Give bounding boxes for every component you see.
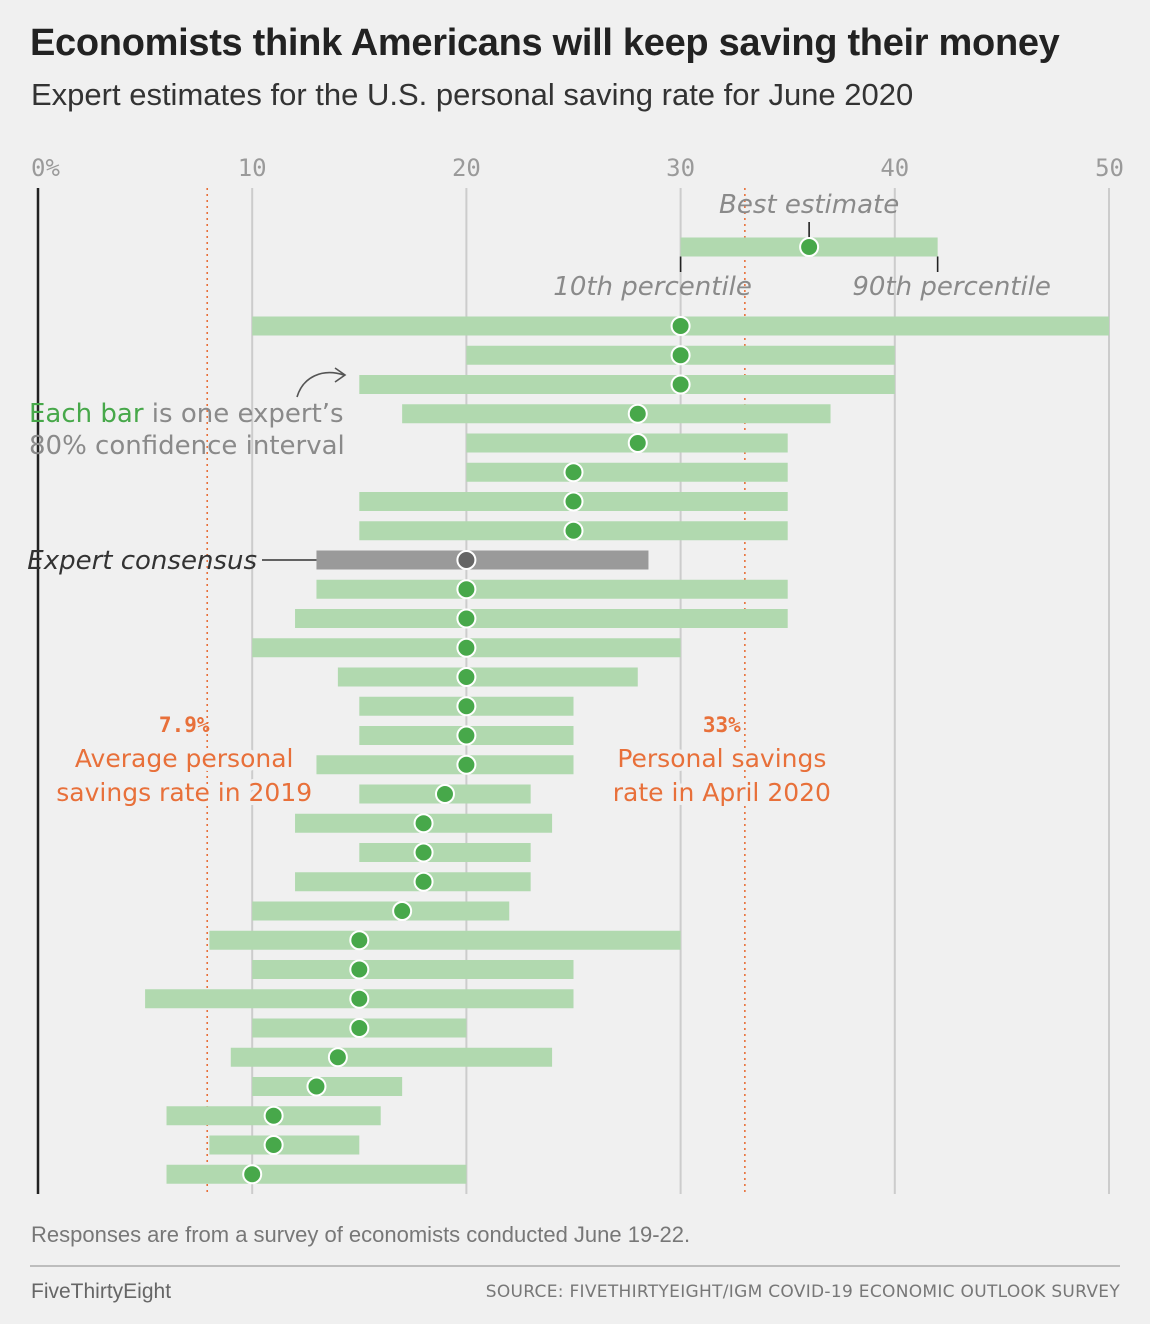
gridlines — [36, 188, 1110, 1194]
expert-best-estimate-dot — [456, 608, 477, 629]
expert-best-estimate-dot — [349, 988, 370, 1009]
expert-interval-bar — [209, 930, 681, 950]
expert-best-estimate-dot — [563, 520, 584, 541]
expert-interval-bar — [252, 960, 574, 979]
footer-divider — [30, 1265, 1120, 1267]
chart-title: Economists think Americans will keep sav… — [30, 22, 1060, 64]
expert-best-estimate-dot — [392, 901, 413, 921]
consensus-interval-bar — [316, 550, 649, 570]
expert-interval-bar — [466, 462, 788, 482]
expert-interval-bar — [230, 1047, 553, 1067]
source-label: SOURCE: FIVETHIRTYEIGHT/IGM COVID-19 ECO… — [485, 1282, 1120, 1302]
expert-best-estimate-dot — [670, 374, 691, 395]
expert-interval-bar — [359, 375, 895, 394]
x-tick-label: 0% — [31, 154, 60, 182]
expert-best-estimate-dot — [456, 754, 477, 775]
consensus-best-estimate-dot — [456, 550, 477, 570]
expert-best-estimate-dot — [434, 784, 455, 804]
reference-value: 33% — [703, 713, 741, 737]
expert-best-estimate-dot — [456, 637, 477, 658]
reference-label: savings rate in 2019 — [56, 778, 312, 807]
bar-note-line1: Each bar is one expert’s — [29, 399, 344, 429]
expert-interval-bar — [316, 755, 574, 775]
expert-interval-bar — [209, 1135, 360, 1155]
expert-best-estimate-dot — [456, 667, 477, 687]
expert-best-estimate-dot — [263, 1105, 284, 1126]
bar-note-rest: is one expert’s — [144, 399, 344, 429]
x-tick-label: 30 — [666, 154, 695, 182]
bar-note-line2: 80% confidence interval — [29, 431, 345, 461]
expert-best-estimate-dot — [306, 1076, 327, 1097]
expert-best-estimate-dot — [456, 579, 477, 600]
consensus-label: Expert consensus — [27, 546, 257, 576]
expert-best-estimate-dot — [349, 959, 370, 980]
expert-best-estimate-dot — [327, 1047, 348, 1068]
expert-interval-bar — [295, 609, 788, 628]
survey-note: Responses are from a survey of economist… — [31, 1222, 691, 1247]
reference-label: rate in April 2020 — [613, 778, 831, 807]
x-tick-label: 10 — [238, 154, 267, 182]
x-tick-label: 20 — [452, 154, 481, 182]
x-tick-label: 40 — [880, 154, 909, 182]
expert-interval-bar — [466, 433, 788, 453]
expert-interval-bar — [337, 667, 638, 687]
expert-best-estimate-dot — [627, 403, 648, 424]
expert-best-estimate-dot — [456, 696, 477, 717]
expert-interval-bar — [252, 901, 510, 921]
expert-best-estimate-dot — [627, 433, 648, 453]
expert-best-estimate-dot — [413, 813, 434, 834]
expert-best-estimate-dot — [563, 491, 584, 512]
bar-note-highlight: Each bar — [29, 399, 144, 429]
expert-best-estimate-dot — [349, 1018, 370, 1038]
expert-interval-bar — [316, 579, 788, 599]
reference-label: Average personal — [75, 744, 294, 773]
legend-best-dot — [799, 237, 820, 257]
bar-note-arrowhead — [334, 367, 347, 383]
x-axis-ticks: 0% 10 20 30 40 50 — [31, 154, 1124, 182]
reference-value: 7.9% — [159, 713, 210, 737]
legend-low-label: 10th percentile — [553, 272, 752, 302]
expert-intervals — [145, 316, 1109, 1185]
expert-interval-bar — [252, 1077, 403, 1096]
expert-interval-bar — [402, 404, 831, 424]
saving-rate-chart: 0% 10 20 30 40 50 Best estimate 10th percentil… — [27, 154, 1124, 1194]
expert-interval-bar — [295, 872, 531, 892]
expert-best-estimate-dot — [263, 1135, 284, 1155]
expert-best-estimate-dot — [413, 871, 434, 892]
reference-label: Personal savings — [617, 744, 826, 773]
reference-lines — [206, 188, 746, 1194]
expert-interval-bar — [359, 843, 531, 862]
expert-best-estimate-dot — [456, 725, 477, 746]
expert-best-estimate-dot — [563, 462, 584, 483]
annotations: Each bar is one expert’s 80% confidence … — [27, 367, 835, 811]
legend-example: Best estimate 10th percentile 90th percent… — [553, 190, 1051, 302]
x-tick-label: 50 — [1095, 154, 1124, 182]
bar-note-arrow — [296, 371, 345, 398]
expert-best-estimate-dot — [242, 1164, 263, 1185]
expert-best-estimate-dot — [670, 316, 691, 336]
legend-best-label: Best estimate — [719, 190, 899, 220]
expert-best-estimate-dot — [413, 842, 434, 863]
chart-subtitle: Expert estimates for the U.S. personal s… — [31, 77, 914, 112]
brand-label: FiveThirtyEight — [31, 1280, 172, 1303]
legend-high-label: 90th percentile — [852, 272, 1051, 302]
expert-interval-bar — [166, 1164, 467, 1184]
expert-best-estimate-dot — [349, 930, 370, 951]
expert-best-estimate-dot — [670, 345, 691, 366]
